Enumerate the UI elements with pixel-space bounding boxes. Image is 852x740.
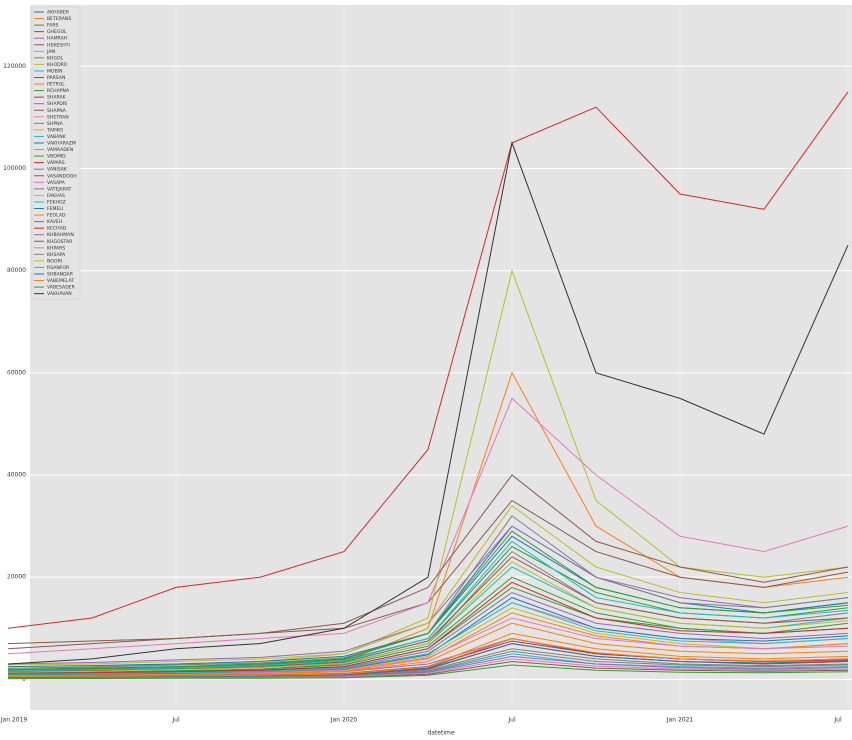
x-tick-label: Jan 2019 <box>0 717 27 724</box>
legend-label: KECHAD <box>47 226 67 232</box>
legend-label: JAM <box>46 49 55 55</box>
y-tick-label: 80000 <box>7 267 26 274</box>
legend-label: KHODRO <box>47 62 68 68</box>
legend-label: FARS <box>47 23 59 29</box>
legend-label: RSANFOR <box>47 265 70 271</box>
legend-label: SHETRAN <box>47 114 69 120</box>
legend-label: SHAPDIS <box>47 101 67 107</box>
legend-label: FEOLAD <box>47 213 66 219</box>
legend-label: FEMELI <box>47 206 63 212</box>
y-tick-label: 0 <box>22 676 26 683</box>
y-tick-label: 20000 <box>7 574 26 581</box>
legend-label: KAVEH <box>47 219 62 225</box>
legend-label: GHEGOL <box>47 29 67 35</box>
series-line <box>7 576 849 674</box>
y-tick-label: 100000 <box>3 165 26 172</box>
series-line <box>7 504 849 666</box>
legend-label: HAMRAH <box>47 36 67 42</box>
legend-label: VAKHARAZM <box>47 141 76 147</box>
series-line <box>7 540 849 672</box>
legend-box <box>31 6 81 300</box>
legend-label: SHARAK <box>47 95 67 101</box>
legend-label: TAPIKO <box>46 127 63 133</box>
legend-label: VAPARS <box>47 160 65 166</box>
legend-label: MOBIN <box>47 68 63 74</box>
legend-label: VAKHAVAN <box>47 291 72 297</box>
legend-label: SHAPNA <box>47 108 67 114</box>
legend-label: KHGOSTAR <box>47 239 73 245</box>
legend-label: SHPNA <box>47 121 64 127</box>
legend-label: VAMAADEN <box>47 147 73 153</box>
legend-label: RCHAPNA <box>47 88 70 94</box>
legend-label: KHSAPA <box>47 252 66 258</box>
series-line <box>7 602 849 675</box>
series-line <box>7 650 849 679</box>
legend-label: VABANK <box>47 134 67 140</box>
y-tick-label: 120000 <box>3 63 26 70</box>
legend-label: VASAPA <box>47 180 66 186</box>
series-line <box>7 530 849 671</box>
series-line <box>7 664 849 680</box>
x-tick-label: Jul <box>507 717 516 724</box>
legend-label: FAKHAS <box>47 193 65 199</box>
x-tick-label: Jul <box>171 717 180 724</box>
legend-label: VABEMELAT <box>47 278 74 284</box>
y-tick-label: 60000 <box>7 369 26 376</box>
plot-background <box>30 5 852 710</box>
legend-label: FEKHOZ <box>47 199 66 205</box>
series-line <box>7 581 849 674</box>
y-tick-label: 40000 <box>7 472 26 479</box>
legend-label: NOORI <box>47 258 62 264</box>
series-line <box>7 474 849 645</box>
legend-label: KHPARS <box>47 245 65 251</box>
series-line <box>7 141 849 665</box>
legend-label: HEKESHTI <box>47 42 70 48</box>
series-line <box>7 622 849 677</box>
legend-label: VANISAK <box>47 167 68 173</box>
series-line <box>7 658 849 679</box>
legend-label: AKHABER <box>47 10 70 16</box>
x-tick-label: Jan 2021 <box>666 717 694 724</box>
series-line <box>7 617 849 676</box>
series-line <box>7 637 849 677</box>
series-line <box>7 91 849 629</box>
series-line <box>7 643 849 678</box>
legend-label: VBOMID <box>47 154 66 160</box>
legend-label: SHBANDAR <box>47 272 74 278</box>
x-tick-label: Jul <box>833 717 842 724</box>
legend-label: BETERANS <box>47 16 71 22</box>
legend-label: KHGOL <box>47 55 64 61</box>
series-line <box>7 556 849 672</box>
series-line <box>7 561 849 673</box>
x-tick-label: Jan 2020 <box>330 717 358 724</box>
legend-label: PARSAN <box>47 75 65 81</box>
x-axis-label: datetime <box>427 730 454 737</box>
legend-label: VASANDOGH <box>47 173 77 179</box>
legend-label: KHBAHMAN <box>47 232 74 238</box>
legend-label: VATEJARAT <box>47 186 72 192</box>
legend-label: PETROL <box>47 82 65 88</box>
legend-label: VABESADER <box>47 285 76 291</box>
series-line <box>7 397 849 655</box>
